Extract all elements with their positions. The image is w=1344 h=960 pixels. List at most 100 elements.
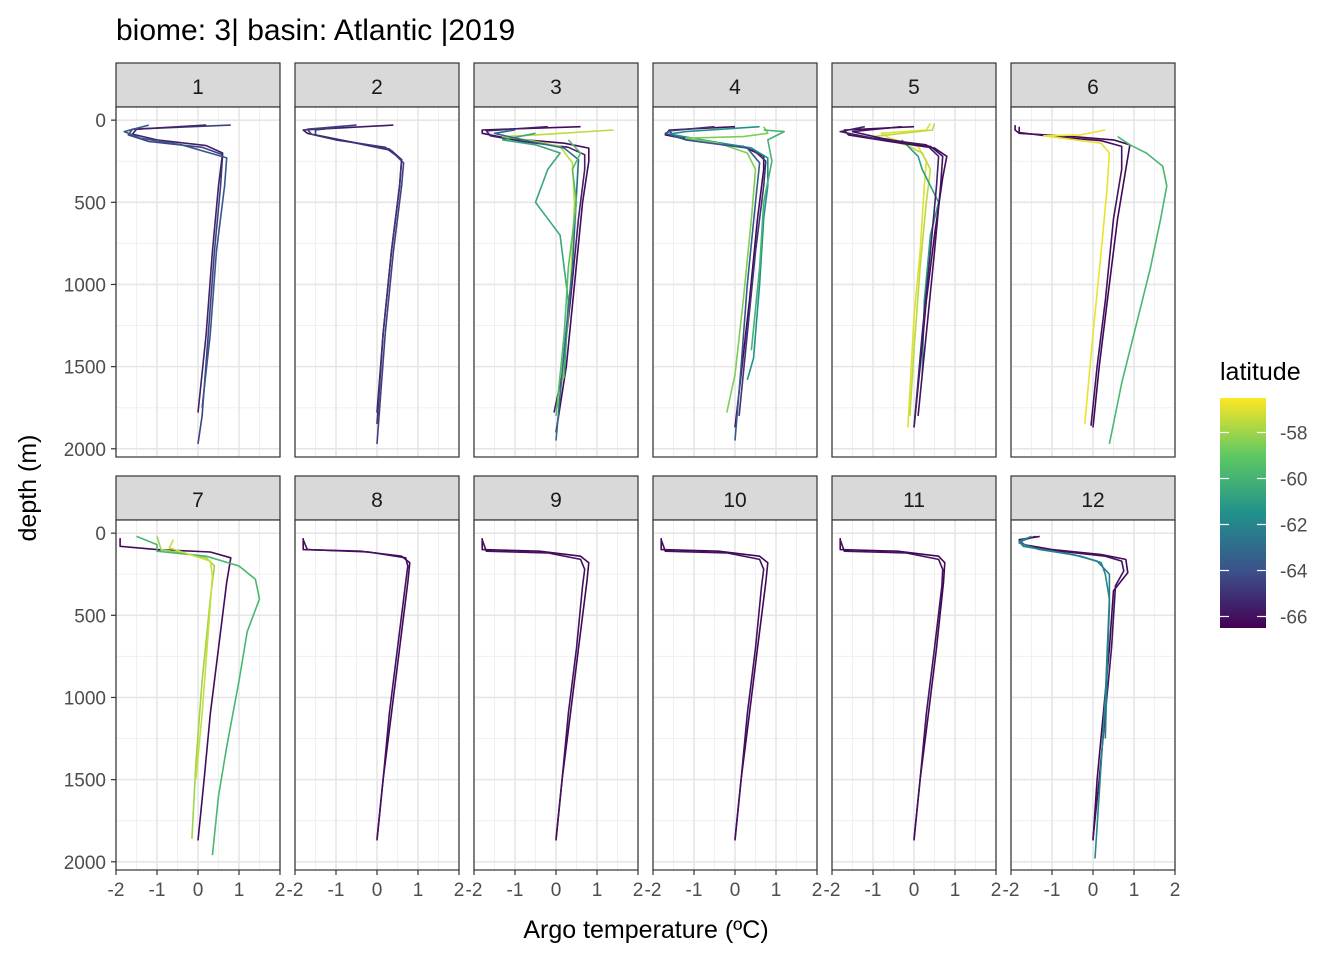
x-tick-label: 0 (372, 880, 383, 901)
x-tick-label: 1 (1129, 880, 1140, 901)
panel-border (115, 106, 281, 458)
x-tick-label: 2 (275, 880, 286, 901)
y-tick-label: 1000 (64, 275, 106, 296)
x-tick-label: 2 (991, 880, 1002, 901)
facet-panel-1: 1 0 500 1000 1500 2000 (64, 62, 281, 461)
facet-strip (1010, 62, 1176, 108)
x-tick-label: 2 (812, 880, 823, 901)
profile-line (664, 129, 761, 441)
facet-panel-2: 2 (294, 62, 460, 458)
facet-panel-11: 11 -2 -1 0 1 2 (824, 475, 1002, 901)
facet-panel-8: 8 -2 -1 0 1 2 (287, 475, 465, 901)
x-tick-label: 0 (551, 880, 562, 901)
facet-panel-9: 9 -2 -1 0 1 2 (466, 475, 644, 901)
profile-line (660, 539, 765, 839)
legend-colorbar (1220, 398, 1266, 628)
x-tick-label: -2 (466, 880, 483, 901)
facet-strip-label: 7 (192, 489, 204, 512)
y-tick-label: 0 (95, 111, 106, 132)
panel-grid (115, 107, 281, 457)
profile-line (668, 125, 769, 381)
x-tick-label: 0 (730, 880, 741, 901)
facet-strip-label: 2 (371, 76, 383, 99)
x-tick-label: 1 (413, 880, 424, 901)
profile-line (493, 129, 580, 441)
facet-strip-label: 9 (550, 489, 562, 512)
profile-line (685, 126, 769, 413)
profile-line (481, 539, 586, 839)
profile-line (481, 125, 590, 433)
facet-strip-label: 10 (723, 489, 746, 512)
x-tick-label: 0 (909, 880, 920, 901)
facet-strip-label: 8 (371, 489, 383, 512)
y-tick-label: 1500 (64, 358, 106, 379)
facet-strip-label: 5 (908, 76, 920, 99)
facet-panel-3: 3 (473, 62, 639, 458)
y-tick-label: 500 (74, 193, 106, 214)
y-tick-label: 2000 (64, 440, 106, 461)
facet-strip-label: 12 (1081, 489, 1104, 512)
profile-line (131, 124, 224, 413)
panel-border (652, 106, 818, 458)
profile-line (314, 125, 403, 425)
x-axis-label: Argo temperature (ºC) (523, 916, 768, 944)
x-tick-label: 2 (633, 880, 644, 901)
legend-tick-label: -58 (1280, 424, 1307, 445)
panel-border (831, 106, 997, 458)
facet-strip-label: 4 (729, 76, 741, 99)
legend: latitude -58 -60 -62 -64 -66 (1220, 358, 1308, 629)
y-tick-label: 1500 (64, 771, 106, 792)
facet-strip (473, 475, 639, 521)
x-tick-label: 1 (592, 880, 603, 901)
profile-line (501, 132, 570, 379)
facet-strip-label: 3 (550, 76, 562, 99)
facet-strip-label: 1 (192, 76, 204, 99)
profile-line (136, 535, 261, 856)
profile-line (660, 538, 769, 841)
profile-line (851, 125, 944, 416)
facet-strip (652, 62, 818, 108)
panel-grid (652, 520, 818, 870)
facet-strip-label: 6 (1087, 76, 1099, 99)
chart-title: biome: 3| basin: Atlantic |2019 (116, 14, 515, 47)
x-tick-label: -1 (507, 880, 524, 901)
panel-border (1010, 106, 1176, 458)
x-tick-label: 0 (1088, 880, 1099, 901)
y-tick-label: 0 (95, 524, 106, 545)
x-tick-label: 1 (771, 880, 782, 901)
profile-line (750, 129, 785, 351)
profile-line (1108, 135, 1168, 445)
legend-ticks: -58 -60 -62 -64 -66 (1220, 424, 1308, 629)
x-tick-label: 1 (950, 880, 961, 901)
facet-strip (115, 475, 281, 521)
x-tick-label: -2 (1003, 880, 1020, 901)
legend-tick-label: -62 (1280, 516, 1307, 537)
y-tick-label: 500 (74, 606, 106, 627)
profile-line (1018, 126, 1123, 426)
profile-line (872, 123, 936, 416)
facet-panel-12: 12-2 -1 0 1 2 (1003, 475, 1180, 901)
profile-line (555, 139, 582, 416)
x-tick-label: 2 (454, 880, 465, 901)
panel-border (473, 106, 639, 458)
y-axis-label: depth (m) (14, 435, 42, 542)
profile-line (168, 539, 214, 780)
profile-line (839, 125, 940, 428)
x-tick-label: 0 (193, 880, 204, 901)
legend-tick-label: -60 (1280, 470, 1307, 491)
legend-title: latitude (1220, 358, 1301, 386)
x-tick-label: -1 (686, 880, 703, 901)
facet-panel-7: 7 0 500 1000 1500 2000-2 -1 0 1 2 (64, 475, 286, 901)
panel-border (294, 106, 460, 458)
x-tick-label: -2 (287, 880, 304, 901)
facet-strip (115, 62, 281, 108)
y-tick-label: 1000 (64, 688, 106, 709)
x-tick-label: -2 (108, 880, 125, 901)
profile-line (156, 536, 216, 839)
legend-tick-label: -64 (1280, 562, 1308, 583)
x-tick-label: -2 (645, 880, 662, 901)
facet-strip (294, 475, 460, 521)
x-tick-label: -1 (328, 880, 345, 901)
